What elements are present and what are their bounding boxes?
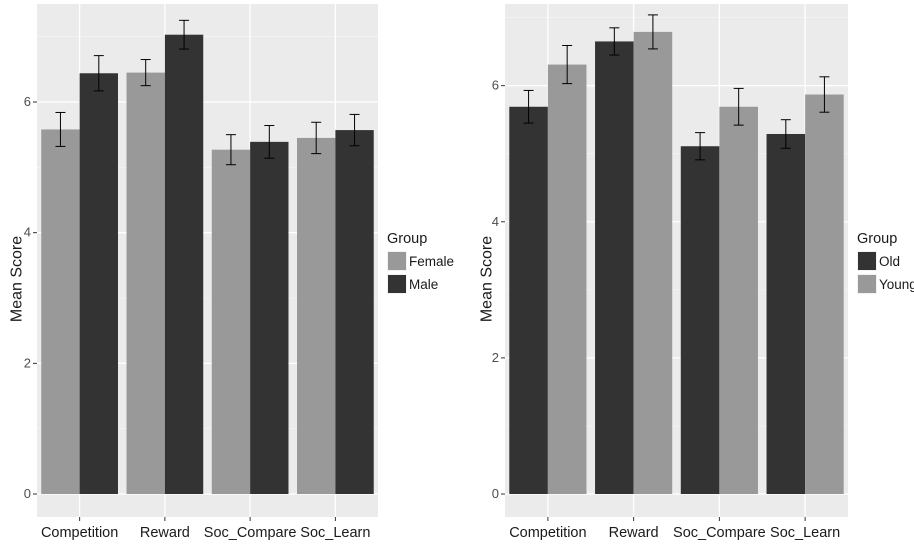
y-axis-title: Mean Score	[479, 236, 496, 322]
bar-old-competition	[509, 106, 548, 494]
y-tick-label: 4	[492, 214, 499, 229]
legend-label-male: Male	[409, 277, 438, 292]
bar-male-competition	[79, 73, 118, 495]
bar-male-soc_learn	[335, 130, 374, 495]
chart-panel-1: 0 2 4 6 Competition Reward Soc_Compare Soc_Lear…	[9, 4, 454, 541]
legend-title: Group	[857, 231, 897, 247]
legend-title: Group	[387, 231, 427, 247]
bar-old-soc_learn	[766, 133, 806, 494]
legend-key-female	[388, 252, 406, 270]
bar-male-soc_compare	[250, 141, 289, 494]
bar-male-reward	[164, 34, 204, 494]
bar-young-competition	[547, 64, 587, 494]
x-tick-label: Reward	[609, 525, 659, 541]
y-axis-title: Mean Score	[9, 236, 26, 322]
chart-panel-2: 0 2 4 6 Competition Reward Soc_Compare Soc_Lear…	[479, 4, 914, 541]
bar-young-reward	[633, 31, 673, 495]
bar-female-soc_compare	[211, 149, 251, 494]
y-tick-label: 6	[24, 94, 31, 109]
y-tick-label: 2	[24, 355, 31, 370]
bar-young-soc_compare	[719, 106, 758, 494]
y-tick-label: 0	[492, 486, 499, 501]
legend-label-young: Young	[879, 277, 914, 292]
y-tick-label: 0	[24, 486, 31, 501]
bar-female-soc_learn	[297, 137, 336, 494]
x-tick-label: Soc_Compare	[204, 525, 297, 541]
legend-key-young	[858, 275, 876, 293]
x-tick-label: Competition	[41, 525, 118, 541]
legend-key-male	[388, 275, 406, 293]
legend-label-female: Female	[409, 254, 454, 269]
legend-key-old	[858, 252, 876, 270]
x-tick-label: Soc_Learn	[300, 525, 370, 541]
bar-female-reward	[126, 72, 165, 494]
bar-old-reward	[595, 41, 634, 495]
bar-female-competition	[41, 129, 80, 494]
x-tick-label: Reward	[140, 525, 190, 541]
y-tick-label: 4	[24, 225, 31, 240]
legend-label-old: Old	[879, 254, 900, 269]
x-tick-label: Competition	[509, 525, 586, 541]
y-tick-label: 6	[492, 78, 499, 93]
x-tick-label: Soc_Compare	[673, 525, 766, 541]
bar-young-soc_learn	[805, 94, 844, 494]
y-tick-label: 2	[492, 350, 499, 365]
x-tick-label: Soc_Learn	[770, 525, 840, 541]
bar-old-soc_compare	[680, 146, 720, 494]
